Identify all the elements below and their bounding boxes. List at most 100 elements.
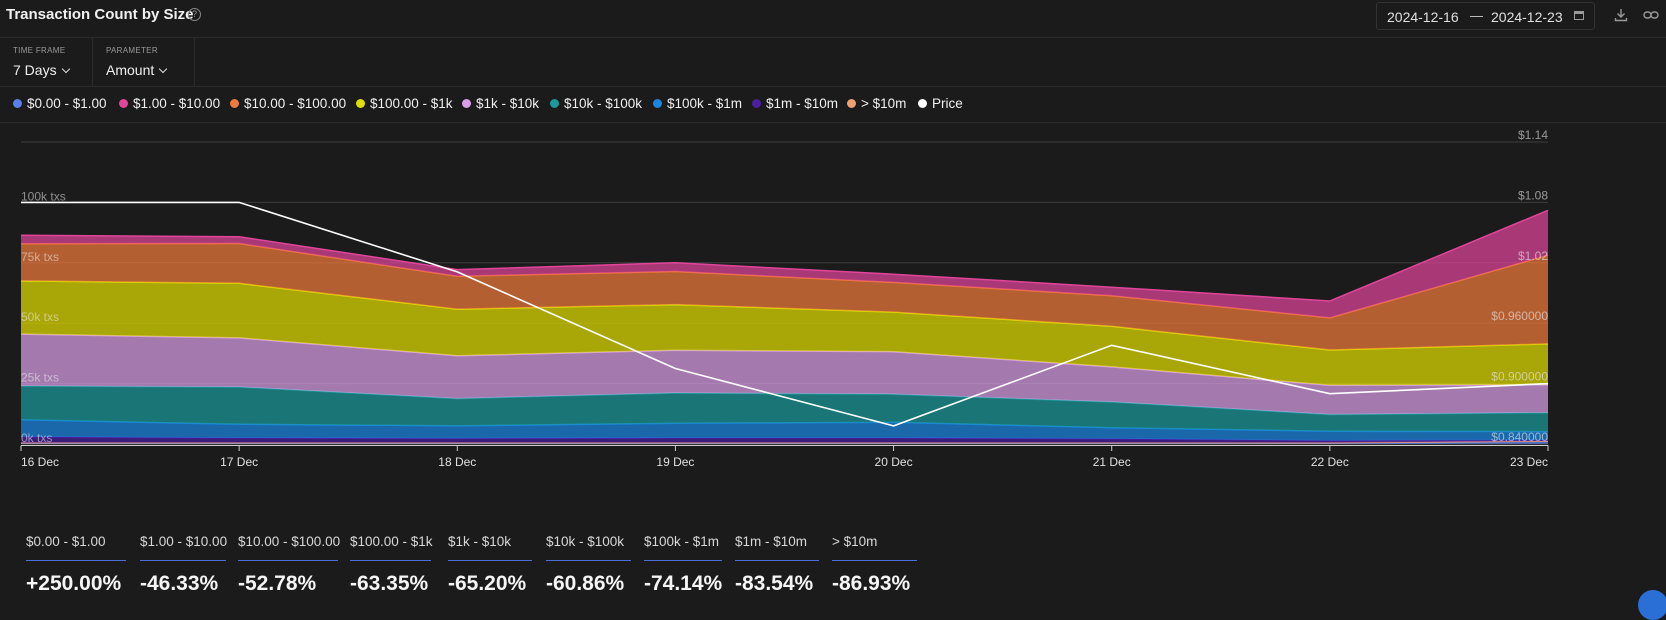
legend-label: $10k - $100k <box>564 96 643 111</box>
y-axis-right-tick: $1.14 <box>1518 128 1548 142</box>
legend-label: $1m - $10m <box>766 96 839 111</box>
legend-label: Price <box>932 96 963 111</box>
area-series-edge <box>20 209 1549 302</box>
y-axis-right-tick: $0.840000 <box>1491 430 1548 444</box>
stat-value: -60.86% <box>546 572 625 595</box>
legend-label: $100k - $1m <box>667 96 743 111</box>
legend-item[interactable]: $10k - $100k <box>550 96 642 111</box>
stat-value: -65.20% <box>448 572 527 595</box>
legend-label: $100.00 - $1k <box>370 96 453 111</box>
date-separator <box>1470 16 1483 17</box>
price-line[interactable] <box>21 201 1549 427</box>
stat-underline <box>238 560 338 561</box>
stat-value: -74.14% <box>644 572 723 595</box>
parameter-value[interactable]: Amount <box>106 62 168 78</box>
stat-label: $100.00 - $1k <box>350 534 433 549</box>
stat-label: $10k - $100k <box>546 534 625 549</box>
calendar-icon[interactable] <box>1574 11 1584 20</box>
stats-summary: $0.00 - $1.00 +250.00% $1.00 - $10.00 -46.3… <box>0 530 1666 600</box>
area-series[interactable] <box>21 334 1548 415</box>
area-series[interactable] <box>21 280 1548 386</box>
legend-dot-icon <box>230 99 239 108</box>
date-end[interactable]: 2024-12-23 <box>1491 9 1563 25</box>
x-axis-tick-label: 16 Dec <box>21 455 59 469</box>
legend-label: $0.00 - $1.00 <box>27 96 107 111</box>
time-frame-dropdown[interactable]: TIME FRAME 7 Days <box>0 38 93 86</box>
legend-item[interactable]: $1k - $10k <box>462 96 539 111</box>
area-series[interactable] <box>21 386 1548 432</box>
stat-value: +250.00% <box>26 572 122 595</box>
parameter-label: PARAMETER <box>106 46 158 55</box>
chat-widget-button[interactable] <box>1638 590 1666 620</box>
y-axis-right-tick: $0.960000 <box>1491 309 1548 323</box>
stat-underline <box>832 560 917 561</box>
stat-underline <box>26 560 126 561</box>
help-icon[interactable]: ? <box>188 8 201 21</box>
x-axis-tick-label: 17 Dec <box>220 455 258 469</box>
legend-item[interactable]: $0.00 - $1.00 <box>13 96 107 111</box>
x-axis-tick-label: 21 Dec <box>1093 455 1131 469</box>
legend-item[interactable]: $1.00 - $10.00 <box>119 96 220 111</box>
chart-legend: $0.00 - $1.00 $1.00 - $10.00 $10.00 - $100… <box>0 87 1666 123</box>
legend-dot-icon <box>462 99 471 108</box>
chart-controls: TIME FRAME 7 Days PARAMETER Amount <box>0 38 1666 87</box>
x-axis-tick-label: 18 Dec <box>438 455 476 469</box>
time-frame-value[interactable]: 7 Days <box>13 62 70 78</box>
date-start[interactable]: 2024-12-16 <box>1387 9 1459 25</box>
legend-label: > $10m <box>861 96 907 111</box>
area-series[interactable] <box>21 436 1548 443</box>
legend-item[interactable]: $100.00 - $1k <box>356 96 453 111</box>
chevron-down-icon <box>159 64 168 74</box>
stat-value: -46.33% <box>140 572 219 595</box>
stat-underline <box>735 560 819 561</box>
x-axis-tick-label: 22 Dec <box>1311 455 1349 469</box>
legend-label: $10.00 - $100.00 <box>244 96 347 111</box>
stat-label: $10.00 - $100.00 <box>238 534 341 549</box>
legend-item[interactable]: > $10m <box>847 96 906 111</box>
area-series[interactable] <box>21 243 1548 351</box>
time-frame-label: TIME FRAME <box>13 46 66 55</box>
x-axis-tick-label: 19 Dec <box>656 455 694 469</box>
stat-underline <box>546 560 631 561</box>
legend-item[interactable]: $10.00 - $100.00 <box>230 96 346 111</box>
legend-item[interactable]: $100k - $1m <box>653 96 742 111</box>
stat-label: $1.00 - $10.00 <box>140 534 228 549</box>
download-icon[interactable] <box>1614 8 1628 22</box>
stat-label: $1m - $10m <box>735 534 808 549</box>
x-axis-tick-label: 23 Dec <box>1510 455 1548 469</box>
stat-label: $1k - $10k <box>448 534 512 549</box>
legend-dot-icon <box>356 99 365 108</box>
y-axis-left-tick: 100k txs <box>21 189 66 203</box>
legend-item[interactable]: Price <box>918 96 963 111</box>
stat-label: > $10m <box>832 534 878 549</box>
y-axis-right-tick: $1.02 <box>1518 249 1548 263</box>
legend-label: $1.00 - $10.00 <box>133 96 221 111</box>
area-chart: 100k txs 75k txs 50k txs 25k txs 0k txs $1.14… <box>20 128 1549 469</box>
y-axis-left-tick: 0k txs <box>21 431 52 445</box>
stat-underline <box>350 560 431 561</box>
stat-value: -52.78% <box>238 572 317 595</box>
legend-item[interactable]: $1m - $10m <box>752 96 838 111</box>
stat-underline <box>140 560 226 561</box>
legend-dot-icon <box>13 99 22 108</box>
parameter-dropdown[interactable]: PARAMETER Amount <box>93 38 195 86</box>
area-series[interactable] <box>21 419 1548 441</box>
y-axis-right-tick: $0.900000 <box>1491 370 1548 384</box>
y-axis-left-tick: 25k txs <box>21 371 59 385</box>
stat-label: $100k - $1m <box>644 534 720 549</box>
stat-value: -83.54% <box>735 572 814 595</box>
stat-value: -86.93% <box>832 572 911 595</box>
link-icon[interactable] <box>1643 8 1659 22</box>
legend-dot-icon <box>550 99 559 108</box>
x-axis-tick-label: 20 Dec <box>875 455 913 469</box>
y-axis-left-tick: 75k txs <box>21 250 59 264</box>
y-axis-right-tick: $1.08 <box>1518 188 1548 202</box>
stat-label: $0.00 - $1.00 <box>26 534 106 549</box>
chevron-down-icon <box>61 64 70 74</box>
legend-dot-icon <box>918 99 927 108</box>
stat-underline <box>448 560 532 561</box>
legend-label: $1k - $10k <box>476 96 540 111</box>
date-range-picker[interactable]: 2024-12-16 2024-12-23 <box>1376 2 1595 30</box>
legend-dot-icon <box>653 99 662 108</box>
legend-dot-icon <box>119 99 128 108</box>
